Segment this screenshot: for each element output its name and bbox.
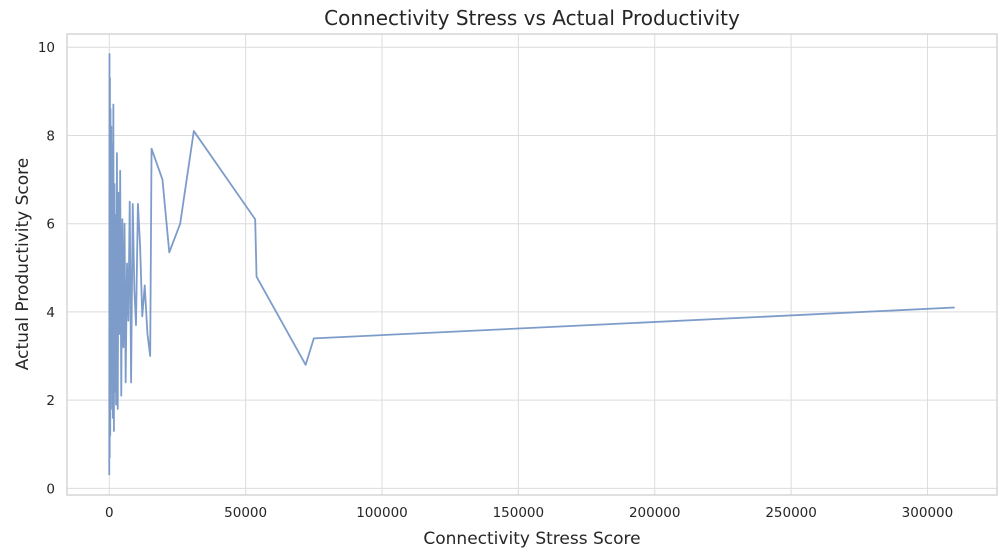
y-tick-label: 4 <box>46 305 55 321</box>
y-tick-label: 0 <box>46 481 55 497</box>
plot-frame <box>66 33 998 496</box>
y-tick-labels: 0 2 4 6 8 10 <box>38 40 55 497</box>
x-tick-label: 200000 <box>629 505 681 521</box>
chart-title: Connectivity Stress vs Actual Productivi… <box>324 6 740 30</box>
x-tick-label: 250000 <box>765 505 817 521</box>
grid <box>67 34 997 495</box>
series-line <box>108 52 955 476</box>
y-tick-label: 6 <box>46 217 55 233</box>
x-tick-label: 150000 <box>493 505 545 521</box>
x-tick-label: 0 <box>105 505 114 521</box>
x-tick-label: 50000 <box>224 505 267 521</box>
series-layer <box>108 52 955 476</box>
y-axis-label: Actual Productivity Score <box>13 158 33 370</box>
x-tick-label: 100000 <box>356 505 408 521</box>
y-tick-label: 10 <box>38 40 55 56</box>
x-tick-labels: 0 50000 100000 150000 200000 250000 300000 <box>105 505 953 521</box>
x-tick-label: 300000 <box>902 505 954 521</box>
y-tick-label: 2 <box>46 393 55 409</box>
x-axis-label: Connectivity Stress Score <box>423 529 640 549</box>
y-tick-label: 8 <box>46 128 55 144</box>
